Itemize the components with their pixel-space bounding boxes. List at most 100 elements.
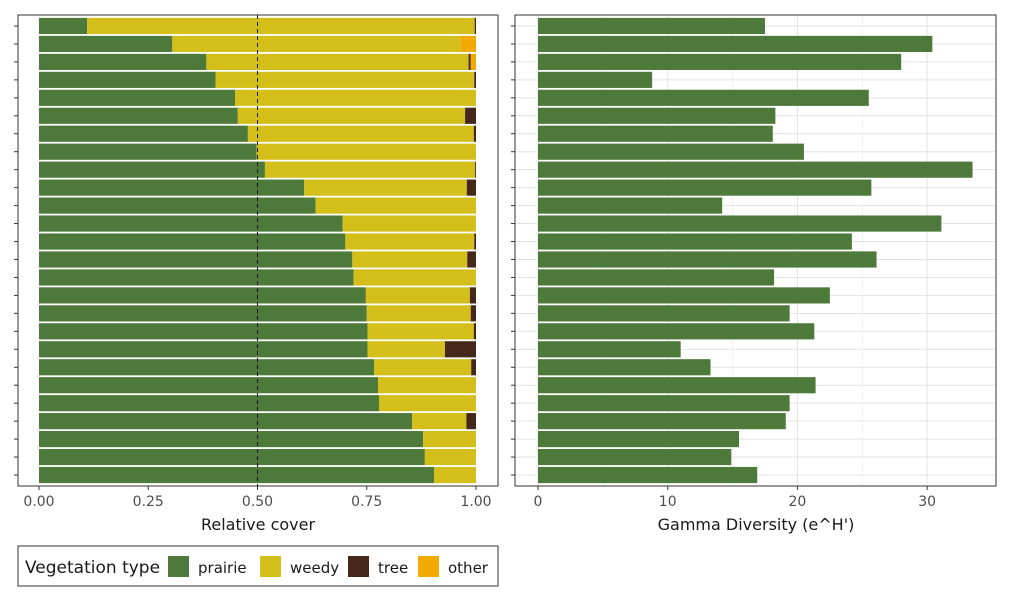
cover-bar-prairie-21	[39, 377, 379, 394]
legend-label-weedy: weedy	[290, 559, 339, 577]
cover-bar-weedy-3	[206, 53, 469, 70]
cover-x-tick-label-3: 0.75	[351, 494, 382, 510]
gamma-diversity-panel: 0 10 20 30 Gamma Diversity (e^H')	[511, 14, 997, 534]
legend: Vegetation type prairie weedy tree other	[17, 545, 499, 587]
diversity-bar-10	[538, 179, 872, 196]
diversity-bar-5	[538, 89, 869, 106]
cover-bar-weedy-15	[353, 269, 476, 286]
diversity-bar-9	[538, 161, 973, 178]
cover-bar-weedy-1	[87, 17, 475, 35]
gamma-diversity-y-ticks	[511, 25, 515, 476]
gamma-diversity-x-ticks: 0 10 20 30	[534, 486, 936, 510]
cover-bar-weedy-25	[424, 448, 476, 466]
cover-x-tick-label-1: 0.25	[133, 494, 164, 510]
gamma-diversity-x-axis-title: Gamma Diversity (e^H')	[658, 515, 855, 534]
diversity-bar-1	[538, 17, 765, 35]
cover-bar-weedy-6	[237, 107, 466, 124]
cover-bar-weedy-13	[345, 233, 475, 250]
cover-bar-weedy-8	[256, 143, 476, 160]
diversity-bar-14	[538, 251, 877, 268]
cover-bar-prairie-6	[39, 107, 238, 124]
diversity-bar-22	[538, 395, 790, 412]
cover-bar-weedy-19	[367, 341, 445, 358]
cover-bar-tree-20	[471, 359, 476, 376]
diversity-bar-7	[538, 125, 773, 142]
cover-bar-tree-9	[475, 161, 476, 178]
cover-bar-weedy-9	[264, 161, 476, 178]
cover-bar-weedy-17	[366, 305, 471, 322]
cover-bar-weedy-18	[367, 323, 474, 340]
cover-bar-prairie-20	[39, 359, 375, 376]
legend-label-tree: tree	[378, 559, 408, 577]
legend-key-tree	[348, 556, 369, 577]
cover-bar-prairie-22	[39, 395, 379, 412]
cover-bar-weedy-7	[247, 125, 474, 142]
cover-bar-weedy-16	[365, 287, 470, 304]
diversity-bar-8	[538, 143, 804, 160]
cover-bar-tree-1	[474, 17, 476, 35]
cover-bar-prairie-15	[39, 269, 354, 286]
cover-bar-weedy-4	[215, 71, 475, 88]
legend-title: Vegetation type	[25, 558, 160, 578]
cover-bar-other-3	[470, 53, 476, 70]
legend-label-other: other	[448, 559, 489, 577]
cover-bar-prairie-9	[39, 161, 265, 178]
cover-bar-prairie-25	[39, 448, 425, 466]
cover-bar-tree-14	[467, 251, 476, 268]
cover-bar-prairie-24	[39, 431, 424, 448]
cover-bar-weedy-21	[378, 377, 476, 394]
cover-bar-weedy-20	[374, 359, 472, 376]
legend-items: prairie weedy tree other	[168, 556, 489, 577]
cover-bar-prairie-2	[39, 35, 173, 53]
cover-bar-prairie-23	[39, 413, 413, 430]
cover-bar-prairie-18	[39, 323, 368, 340]
cover-bar-weedy-23	[412, 413, 467, 430]
cover-bar-other-2	[460, 35, 476, 53]
cover-bar-tree-19	[444, 341, 476, 358]
cover-bar-prairie-5	[39, 89, 236, 106]
cover-x-tick-label-2: 0.50	[242, 494, 273, 510]
diversity-x-tick-label-1: 10	[659, 494, 677, 510]
diversity-bar-2	[538, 35, 933, 53]
cover-bar-prairie-13	[39, 233, 346, 250]
cover-bar-prairie-16	[39, 287, 366, 304]
relative-cover-bars	[39, 17, 476, 484]
legend-key-weedy	[260, 556, 281, 577]
cover-bar-prairie-4	[39, 71, 216, 88]
cover-bar-prairie-12	[39, 215, 343, 232]
diversity-bar-19	[538, 341, 681, 358]
diversity-bar-25	[538, 448, 732, 466]
cover-bar-tree-6	[465, 107, 476, 124]
diversity-x-tick-label-3: 30	[918, 494, 936, 510]
gamma-diversity-bars	[538, 17, 973, 484]
cover-bar-tree-4	[474, 71, 476, 88]
cover-bar-tree-10	[466, 179, 476, 196]
diversity-bar-20	[538, 359, 711, 376]
diversity-x-tick-label-0: 0	[534, 494, 543, 510]
diversity-bar-3	[538, 53, 902, 70]
cover-x-tick-label-0: 0.00	[23, 494, 54, 510]
relative-cover-x-ticks: 0.00 0.25 0.50 0.75 1.00	[23, 486, 492, 510]
cover-bar-weedy-24	[423, 431, 476, 448]
diversity-bar-15	[538, 269, 775, 286]
cover-bar-weedy-14	[352, 251, 468, 268]
relative-cover-y-ticks	[14, 25, 18, 476]
cover-bar-prairie-17	[39, 305, 367, 322]
relative-cover-panel: 0.00 0.25 0.50 0.75 1.00 Relative cover	[14, 14, 499, 534]
cover-bar-weedy-11	[315, 197, 476, 214]
cover-bar-prairie-1	[39, 17, 88, 35]
cover-bar-weedy-26	[434, 466, 476, 484]
legend-label-prairie: prairie	[198, 559, 247, 577]
cover-bar-prairie-19	[39, 341, 368, 358]
diversity-bar-18	[538, 323, 815, 340]
cover-x-tick-label-4: 1.00	[460, 494, 491, 510]
cover-bar-weedy-10	[304, 179, 467, 196]
relative-cover-x-axis-title: Relative cover	[201, 515, 316, 534]
diversity-bar-13	[538, 233, 852, 250]
diversity-bar-24	[538, 431, 740, 448]
cover-bar-tree-23	[466, 413, 476, 430]
diversity-bar-26	[538, 466, 758, 484]
cover-bar-weedy-12	[342, 215, 476, 232]
diversity-bar-6	[538, 107, 776, 124]
cover-bar-weedy-2	[172, 35, 461, 53]
